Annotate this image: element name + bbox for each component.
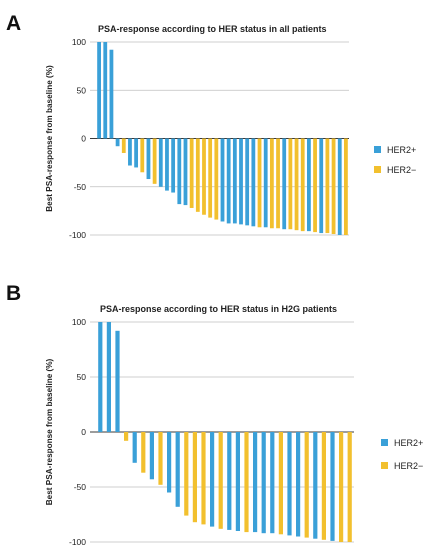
bar-her2-negative <box>195 138 200 212</box>
bar-her2-negative <box>214 138 219 220</box>
y-tick-label: 100 <box>72 317 86 327</box>
bar-her2-negative <box>244 432 249 533</box>
y-tick-label: 50 <box>77 85 87 95</box>
bar-her2-positive <box>128 138 132 166</box>
y-tick-label: -50 <box>74 482 87 492</box>
chart-title: PSA-response according to HER status in … <box>100 304 337 314</box>
y-tick-label: -100 <box>69 230 86 240</box>
bar-her2-negative <box>344 138 348 235</box>
bar-her2-positive <box>270 432 275 534</box>
bar-her2-positive <box>158 138 163 187</box>
bar-her2-positive <box>220 138 225 222</box>
bar-her2-negative <box>257 138 262 228</box>
panel-a: A PSA-response according to HER status in… <box>6 12 416 240</box>
bar-her2-positive <box>134 138 139 168</box>
bar-her2-positive <box>171 138 176 193</box>
bar-her2-positive <box>103 42 108 139</box>
bar-her2-negative <box>288 138 293 230</box>
bar-her2-positive <box>306 138 311 232</box>
bar-her2-positive <box>251 138 256 227</box>
bar-her2-negative <box>140 138 145 173</box>
y-tick-label: -50 <box>74 182 87 192</box>
legend-swatch <box>374 166 381 173</box>
bar-her2-positive <box>245 138 250 226</box>
bar-her2-negative <box>184 432 189 516</box>
y-tick-label: 0 <box>81 427 86 437</box>
bar-her2-positive <box>337 138 342 235</box>
legend-swatch <box>381 439 388 446</box>
y-tick-label: 0 <box>81 134 86 144</box>
bar-her2-positive <box>98 322 103 432</box>
bar-her2-negative <box>300 138 305 232</box>
bar-her2-negative <box>276 138 280 229</box>
bar-her2-positive <box>97 42 101 139</box>
bar-her2-positive <box>287 432 292 536</box>
legend-label: HER2− <box>394 461 423 471</box>
y-tick-label: 50 <box>77 372 87 382</box>
bar-her2-negative <box>208 138 213 218</box>
bar-her2-negative <box>141 432 146 473</box>
bar-her2-positive <box>115 138 120 147</box>
bar-her2-positive <box>296 432 301 537</box>
panel-b: B PSA-response according to HER status in… <box>6 282 423 547</box>
bar-her2-positive <box>263 138 268 228</box>
bar-her2-negative <box>202 138 206 215</box>
bar-her2-negative <box>269 138 274 229</box>
bar-her2-negative <box>218 432 223 529</box>
bar-her2-positive <box>165 138 169 191</box>
bar-her2-negative <box>189 138 194 208</box>
bar-her2-positive <box>149 432 154 480</box>
bar-her2-positive <box>183 138 188 206</box>
bar-her2-negative <box>331 138 336 235</box>
bar-her2-positive <box>330 432 335 541</box>
chart-title: PSA-response according to HER status in … <box>98 24 327 34</box>
panel-letter: B <box>6 282 21 305</box>
bar-her2-positive <box>227 432 232 530</box>
bar-her2-negative <box>347 432 352 542</box>
bar-her2-positive <box>167 432 172 493</box>
legend-swatch <box>374 146 381 153</box>
bar-her2-negative <box>124 432 129 441</box>
bar-her2-positive <box>282 138 287 230</box>
bar-her2-positive <box>109 49 114 139</box>
bar-her2-negative <box>201 432 206 525</box>
legend-label: HER2− <box>387 165 416 175</box>
bar-her2-positive <box>210 432 215 527</box>
y-axis-label: Best PSA-response from baseline (%) <box>45 358 54 505</box>
bar-her2-negative <box>278 432 283 535</box>
bar-her2-positive <box>132 432 137 463</box>
bar-her2-positive <box>115 330 120 432</box>
bar-her2-positive <box>232 138 237 224</box>
bar-her2-positive <box>177 138 182 205</box>
bar-her2-negative <box>192 432 197 523</box>
legend-label: HER2+ <box>387 145 416 155</box>
bar-her2-negative <box>321 432 326 540</box>
bar-her2-negative <box>158 432 163 485</box>
bar-her2-positive <box>106 322 111 432</box>
bar-her2-positive <box>313 432 318 539</box>
bar-her2-positive <box>253 432 258 533</box>
y-axis-label: Best PSA-response from baseline (%) <box>45 65 54 212</box>
bar-her2-negative <box>325 138 330 234</box>
bar-her2-positive <box>226 138 231 224</box>
bar-her2-positive <box>235 432 240 531</box>
bar-her2-negative <box>339 432 344 542</box>
legend-label: HER2+ <box>394 438 423 448</box>
bar-her2-positive <box>319 138 324 234</box>
bar-her2-positive <box>146 138 151 180</box>
bar-her2-negative <box>304 432 309 538</box>
bar-her2-negative <box>152 138 157 184</box>
bar-her2-positive <box>261 432 266 534</box>
legend-swatch <box>381 462 388 469</box>
y-tick-label: 100 <box>72 37 86 47</box>
bar-her2-positive <box>175 432 180 507</box>
bar-her2-positive <box>239 138 243 225</box>
bar-her2-negative <box>294 138 299 231</box>
bar-her2-negative <box>313 138 317 233</box>
panel-letter: A <box>6 12 21 35</box>
y-tick-label: -100 <box>69 537 86 547</box>
bar-her2-negative <box>121 138 126 153</box>
